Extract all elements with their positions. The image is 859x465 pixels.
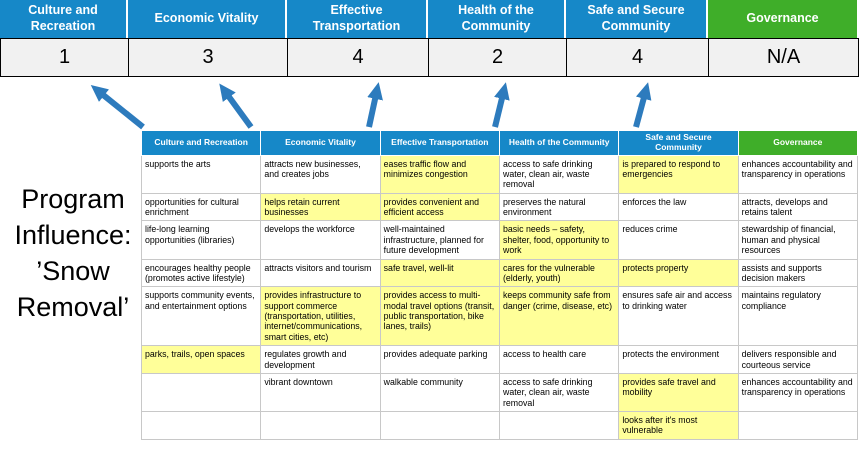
program-title: Program Influence: ’Snow Removal’ — [14, 184, 132, 322]
matrix-header-safe-secure: Safe and Secure Community — [618, 130, 739, 156]
matrix-cell: access to health care — [498, 345, 620, 374]
matrix-cell: protects property — [618, 258, 739, 288]
matrix-cell: supports community events, and entertain… — [140, 286, 262, 347]
matrix-cell: looks after it's most vulnerable — [618, 411, 739, 440]
matrix-cell — [379, 411, 500, 440]
pillar-culture-recreation: Culture and Recreation — [0, 0, 126, 38]
matrix-cell: safe travel, well-lit — [379, 258, 500, 288]
influence-arrows — [90, 82, 652, 130]
matrix-cell: delivers responsible and courteous servi… — [737, 345, 859, 374]
matrix-row: supports community events, and entertain… — [140, 286, 859, 347]
matrix-cell — [737, 411, 859, 440]
matrix-cell: attracts visitors and tourism — [260, 258, 381, 288]
matrix-cell: access to safe drinking water, clean air… — [498, 372, 620, 413]
matrix-cell: stewardship of financial, human and phys… — [737, 220, 859, 260]
matrix-header-health: Health of the Community — [498, 130, 620, 156]
arrow-icon-safe-secure — [633, 82, 652, 128]
matrix-cell: parks, trails, open spaces — [140, 345, 262, 374]
matrix-cell: assists and supports decision makers — [737, 258, 859, 288]
matrix-cell: supports the arts — [140, 154, 262, 194]
matrix-cell: life-long learning opportunities (librar… — [140, 220, 262, 260]
matrix-cell: enhances accountability and transparency… — [737, 154, 859, 194]
matrix-row: life-long learning opportunities (librar… — [140, 220, 859, 260]
matrix-cell: provides access to multi-modal travel op… — [379, 286, 500, 347]
matrix-cell: protects the environment — [618, 345, 739, 374]
matrix-cell: encourages healthy people (promotes acti… — [140, 258, 262, 288]
score-governance: N/A — [766, 46, 801, 68]
pillar-health-community: Health of the Community — [428, 0, 564, 38]
matrix-cell: ensures safe air and access to drinking … — [618, 286, 739, 347]
matrix-row: encourages healthy people (promotes acti… — [140, 258, 859, 288]
matrix-cell — [140, 372, 262, 413]
matrix-cell: enforces the law — [618, 192, 739, 222]
matrix-cell: maintains regulatory compliance — [737, 286, 859, 347]
matrix-cell: keeps community safe from danger (crime,… — [498, 286, 620, 347]
score-safe-secure-community: 4 — [567, 39, 709, 76]
matrix-cell: regulates growth and development — [260, 345, 381, 374]
matrix-header-culture: Culture and Recreation — [140, 130, 262, 156]
arrow-icon-economic — [219, 83, 254, 129]
matrix-cell: enhances accountability and transparency… — [737, 372, 859, 413]
pillar-safe-secure-community: Safe and Secure Community — [566, 0, 706, 38]
pillar-effective-transportation: Effective Transportation — [287, 0, 426, 38]
matrix-cell: cares for the vulnerable (elderly, youth… — [498, 258, 620, 288]
matrix-row: vibrant downtown walkable community access… — [140, 372, 859, 413]
matrix-cell: access to safe drinking water, clean air… — [498, 154, 620, 194]
matrix-cell: provides adequate parking — [379, 345, 500, 374]
matrix-cell — [498, 411, 620, 440]
arrow-icon-culture — [90, 84, 145, 130]
influence-matrix: Culture and Recreation Economic Vitality… — [140, 130, 859, 440]
matrix-cell: develops the workforce — [260, 220, 381, 260]
matrix-cell: well-maintained infrastructure, planned … — [379, 220, 500, 260]
matrix-cell: reduces crime — [618, 220, 739, 260]
matrix-cell: helps retain current businesses — [260, 192, 381, 222]
matrix-cell: attracts new businesses, and creates job… — [260, 154, 381, 194]
matrix-cell — [140, 411, 262, 440]
matrix-row: looks after it's most vulnerable — [140, 411, 859, 440]
score-economic-vitality: 3 — [129, 39, 288, 76]
matrix-cell: provides safe travel and mobility — [618, 372, 739, 413]
matrix-cell: basic needs – safety, shelter, food, opp… — [498, 220, 620, 260]
matrix-row: parks, trails, open spaces regulates grow… — [140, 345, 859, 374]
matrix-body: supports the arts attracts new businesses… — [140, 154, 859, 440]
pillar-governance: Governance — [708, 0, 857, 38]
score-row: 1 3 4 2 4 N/A — [0, 38, 859, 77]
matrix-cell: walkable community — [379, 372, 500, 413]
pillar-header-row: Culture and Recreation Economic Vitality… — [0, 0, 859, 38]
score-health-community: 2 — [429, 39, 567, 76]
matrix-cell: preserves the natural environment — [498, 192, 620, 222]
matrix-cell: vibrant downtown — [260, 372, 381, 413]
matrix-cell: attracts, develops and retains talent — [737, 192, 859, 222]
arrow-icon-transportation — [366, 82, 383, 128]
matrix-cell: opportunities for cultural enrichment — [140, 192, 262, 222]
matrix-cell: provides infrastructure to support comme… — [260, 286, 381, 347]
pillar-economic-vitality: Economic Vitality — [128, 0, 285, 38]
matrix-header-row: Culture and Recreation Economic Vitality… — [140, 130, 859, 156]
arrow-icon-health — [492, 82, 510, 128]
matrix-cell — [260, 411, 381, 440]
matrix-header-governance: Governance — [737, 130, 859, 156]
matrix-cell: provides convenient and efficient access — [379, 192, 500, 222]
score-effective-transportation: 4 — [288, 39, 429, 76]
score-culture-recreation: 1 — [1, 39, 129, 76]
matrix-header-transportation: Effective Transportation — [379, 130, 500, 156]
matrix-row: opportunities for cultural enrichment hel… — [140, 192, 859, 222]
matrix-cell: is prepared to respond to emergencies — [618, 154, 739, 194]
matrix-cell: eases traffic flow and minimizes congest… — [379, 154, 500, 194]
matrix-header-economic: Economic Vitality — [260, 130, 381, 156]
influence-matrix-wrap: Culture and Recreation Economic Vitality… — [140, 130, 859, 440]
matrix-row: supports the arts attracts new businesses… — [140, 154, 859, 194]
